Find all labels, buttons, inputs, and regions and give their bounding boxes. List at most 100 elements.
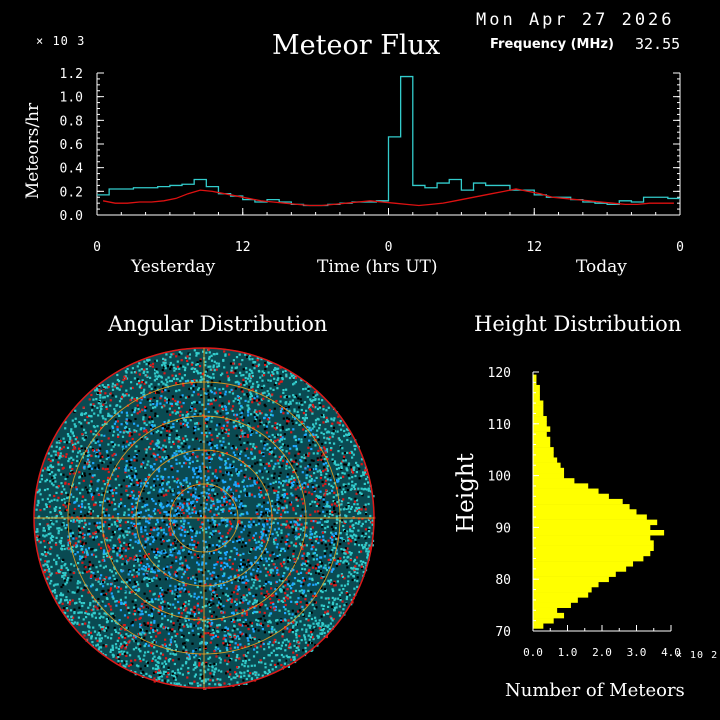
angular-point — [235, 470, 238, 473]
angular-point — [254, 418, 257, 421]
angular-point — [201, 676, 204, 679]
angular-point — [323, 514, 326, 517]
angular-point — [328, 474, 331, 477]
angular-point — [181, 413, 184, 417]
angular-point — [109, 399, 112, 402]
angular-point — [168, 529, 171, 532]
angular-point — [178, 414, 182, 417]
angular-point — [118, 541, 121, 544]
angular-point — [161, 644, 164, 647]
angular-point — [187, 502, 190, 505]
angular-point — [286, 444, 289, 447]
angular-point — [124, 549, 127, 552]
angular-point — [350, 519, 353, 522]
angular-point — [287, 622, 290, 625]
angular-point — [283, 488, 286, 492]
angular-point — [248, 520, 251, 524]
angular-point — [62, 437, 65, 440]
angular-point — [253, 664, 256, 667]
angular-point — [217, 635, 220, 639]
angular-point — [229, 635, 232, 638]
angular-point — [310, 598, 313, 601]
angular-point — [160, 601, 163, 604]
angular-point — [160, 598, 163, 601]
angular-point — [176, 619, 179, 622]
angular-point — [246, 650, 249, 653]
angular-point — [93, 630, 97, 633]
angular-point — [298, 402, 301, 405]
angular-point — [262, 614, 265, 618]
angular-point — [174, 412, 177, 415]
angular-distribution-plot — [33, 347, 376, 690]
angular-point — [83, 474, 87, 477]
angular-point — [212, 592, 215, 596]
angular-point — [135, 459, 138, 462]
angular-point — [137, 541, 140, 545]
angular-point — [151, 516, 154, 519]
angular-point — [173, 682, 176, 685]
angular-point — [156, 415, 159, 418]
angular-point — [163, 615, 166, 618]
angular-point — [156, 474, 159, 478]
angular-point — [363, 482, 366, 485]
angular-point — [58, 455, 62, 458]
angular-point — [66, 433, 70, 436]
angular-point — [335, 552, 339, 555]
angular-point — [153, 480, 156, 483]
flux-x-tick-label: 0 — [93, 240, 101, 255]
angular-point — [97, 597, 100, 601]
angular-point — [191, 527, 194, 530]
angular-point — [271, 668, 274, 671]
angular-point — [240, 521, 243, 524]
angular-point — [61, 515, 64, 518]
angular-point — [87, 613, 90, 616]
angular-point — [103, 593, 107, 596]
angular-point — [154, 375, 157, 378]
angular-point — [199, 510, 202, 513]
angular-point — [299, 398, 302, 401]
angular-point — [213, 387, 216, 390]
angular-point — [244, 542, 248, 545]
angular-point — [118, 520, 121, 523]
angular-point — [166, 675, 169, 678]
angular-point — [127, 469, 130, 472]
angular-point — [35, 508, 38, 511]
angular-point — [304, 562, 307, 565]
angular-point — [331, 435, 334, 438]
angular-point — [243, 665, 246, 668]
angular-point — [105, 613, 108, 616]
angular-point — [360, 508, 363, 511]
angular-point — [313, 551, 316, 555]
angular-point — [371, 523, 374, 526]
angular-point — [111, 559, 114, 562]
angular-point — [268, 417, 271, 420]
angular-point — [85, 550, 88, 553]
angular-point — [39, 541, 42, 544]
angular-point — [142, 486, 145, 489]
angular-point — [224, 638, 227, 641]
angular-point — [309, 527, 312, 531]
angular-point — [159, 502, 162, 505]
angular-point — [235, 366, 238, 369]
angular-point — [100, 650, 103, 653]
angular-point — [225, 599, 229, 602]
angular-point — [150, 486, 153, 489]
angular-point — [129, 477, 132, 480]
angular-point — [216, 604, 219, 607]
angular-point — [204, 540, 207, 544]
angular-point — [258, 661, 261, 664]
angular-point — [154, 406, 157, 409]
angular-point — [87, 451, 90, 454]
angular-point — [337, 437, 340, 440]
angular-point — [108, 518, 111, 521]
height-multiplier-label: × 10 2 — [676, 650, 719, 661]
angular-point — [49, 552, 52, 556]
angular-point — [257, 546, 260, 549]
angular-point — [294, 517, 297, 520]
angular-point — [88, 626, 91, 629]
angular-point — [312, 405, 315, 408]
angular-point — [359, 491, 362, 494]
angular-point — [335, 603, 338, 606]
angular-point — [306, 425, 309, 429]
angular-point — [96, 467, 99, 470]
